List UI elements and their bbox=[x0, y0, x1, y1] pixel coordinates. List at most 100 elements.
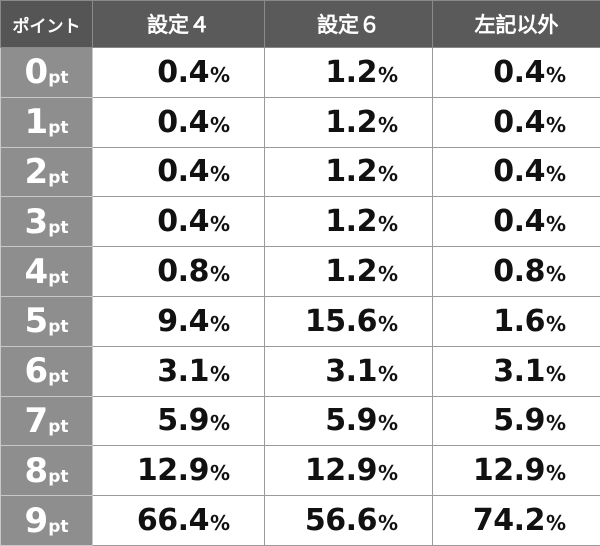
other-settings-value-cell: 0.4% bbox=[433, 147, 600, 197]
setting-6-value: 56.6 bbox=[305, 503, 377, 538]
percent-sign: % bbox=[546, 461, 566, 485]
setting-6-value: 1.2 bbox=[325, 105, 377, 140]
point-unit: pt bbox=[48, 467, 68, 487]
setting-4-value-cell: 66.4% bbox=[93, 496, 265, 546]
setting-4-value: 5.9 bbox=[157, 403, 209, 438]
other-settings-value-cell: 0.4% bbox=[433, 197, 600, 247]
point-cell: 2pt bbox=[1, 147, 93, 197]
percent-sign: % bbox=[546, 511, 566, 535]
percent-sign: % bbox=[378, 461, 398, 485]
percent-sign: % bbox=[546, 312, 566, 336]
setting-4-value: 0.8 bbox=[157, 254, 209, 289]
header-point: ポイント bbox=[1, 1, 93, 48]
setting-6-value-cell: 12.9% bbox=[265, 446, 433, 496]
setting-4-value: 0.4 bbox=[157, 204, 209, 239]
point-unit: pt bbox=[48, 417, 68, 437]
percent-sign: % bbox=[378, 411, 398, 435]
setting-6-value: 1.2 bbox=[325, 154, 377, 189]
other-settings-value-cell: 74.2% bbox=[433, 496, 600, 546]
setting-4-value-cell: 0.4% bbox=[93, 197, 265, 247]
percent-sign: % bbox=[210, 262, 230, 286]
other-settings-value-cell: 5.9% bbox=[433, 396, 600, 446]
point-cell: 8pt bbox=[1, 446, 93, 496]
setting-6-value: 1.2 bbox=[325, 204, 377, 239]
percent-sign: % bbox=[546, 411, 566, 435]
setting-6-value-cell: 1.2% bbox=[265, 247, 433, 297]
setting-6-value-cell: 1.2% bbox=[265, 147, 433, 197]
other-settings-value-cell: 3.1% bbox=[433, 346, 600, 396]
table-header: ポイント 設定４ 設定６ 左記以外 bbox=[1, 1, 600, 48]
setting-6-value-cell: 3.1% bbox=[265, 346, 433, 396]
other-settings-value-cell: 0.4% bbox=[433, 97, 600, 147]
point-cell: 6pt bbox=[1, 346, 93, 396]
point-unit: pt bbox=[48, 517, 68, 537]
point-number: 9 bbox=[25, 501, 48, 541]
setting-4-value-cell: 0.4% bbox=[93, 147, 265, 197]
point-number: 2 bbox=[25, 152, 48, 192]
point-number: 7 bbox=[25, 401, 48, 441]
setting-6-value-cell: 5.9% bbox=[265, 396, 433, 446]
point-cell: 3pt bbox=[1, 197, 93, 247]
header-row: ポイント 設定４ 設定６ 左記以外 bbox=[1, 1, 600, 48]
setting-6-value: 1.2 bbox=[325, 254, 377, 289]
percent-sign: % bbox=[210, 63, 230, 87]
setting-6-value-cell: 1.2% bbox=[265, 197, 433, 247]
point-cell: 0pt bbox=[1, 48, 93, 98]
point-unit: pt bbox=[48, 268, 68, 288]
setting-6-value: 12.9 bbox=[305, 453, 377, 488]
setting-4-value-cell: 12.9% bbox=[93, 446, 265, 496]
setting-6-value-cell: 1.2% bbox=[265, 97, 433, 147]
other-settings-value: 74.2 bbox=[473, 503, 545, 538]
percent-sign: % bbox=[546, 162, 566, 186]
percent-sign: % bbox=[546, 113, 566, 137]
point-unit: pt bbox=[48, 367, 68, 387]
percent-sign: % bbox=[210, 162, 230, 186]
setting-4-value: 3.1 bbox=[157, 354, 209, 389]
other-settings-value-cell: 12.9% bbox=[433, 446, 600, 496]
setting-6-value-cell: 56.6% bbox=[265, 496, 433, 546]
other-settings-value: 0.4 bbox=[493, 204, 545, 239]
percent-sign: % bbox=[378, 312, 398, 336]
setting-6-value-cell: 15.6% bbox=[265, 296, 433, 346]
setting-4-value-cell: 0.8% bbox=[93, 247, 265, 297]
point-number: 8 bbox=[25, 451, 48, 491]
setting-4-value-cell: 9.4% bbox=[93, 296, 265, 346]
other-settings-value: 0.4 bbox=[493, 154, 545, 189]
setting-4-value: 12.9 bbox=[137, 453, 209, 488]
other-settings-value: 0.4 bbox=[493, 55, 545, 90]
setting-4-value-cell: 0.4% bbox=[93, 48, 265, 98]
point-number: 1 bbox=[25, 102, 48, 142]
header-other-settings: 左記以外 bbox=[433, 1, 600, 48]
percent-sign: % bbox=[210, 212, 230, 236]
setting-4-value-cell: 3.1% bbox=[93, 346, 265, 396]
point-unit: pt bbox=[48, 118, 68, 138]
other-settings-value: 0.8 bbox=[493, 254, 545, 289]
percent-sign: % bbox=[378, 262, 398, 286]
setting-6-value-cell: 1.2% bbox=[265, 48, 433, 98]
setting-6-value: 5.9 bbox=[325, 403, 377, 438]
point-unit: pt bbox=[48, 317, 68, 337]
setting-4-value-cell: 0.4% bbox=[93, 97, 265, 147]
percent-sign: % bbox=[378, 162, 398, 186]
percent-sign: % bbox=[546, 212, 566, 236]
percent-sign: % bbox=[378, 362, 398, 386]
point-number: 5 bbox=[25, 301, 48, 341]
point-unit: pt bbox=[48, 168, 68, 188]
point-number: 3 bbox=[25, 202, 48, 242]
other-settings-value: 12.9 bbox=[473, 453, 545, 488]
setting-6-value: 3.1 bbox=[325, 354, 377, 389]
percent-sign: % bbox=[378, 63, 398, 87]
percent-sign: % bbox=[210, 113, 230, 137]
percent-sign: % bbox=[546, 262, 566, 286]
point-cell: 7pt bbox=[1, 396, 93, 446]
percent-sign: % bbox=[210, 461, 230, 485]
